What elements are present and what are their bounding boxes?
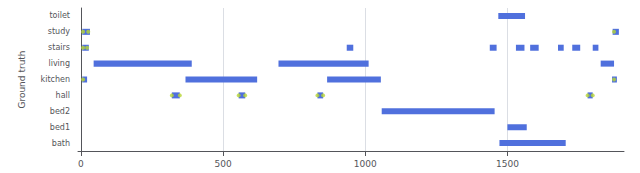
svg-text:bath: bath [52,139,70,148]
svg-text:bed2: bed2 [50,107,70,116]
svg-text:bed1: bed1 [50,123,70,132]
svg-text:1500: 1500 [496,159,519,169]
svg-text:living: living [48,59,70,68]
svg-text:hall: hall [56,91,70,100]
svg-text:stairs: stairs [48,43,70,52]
svg-text:Ground truth: Ground truth [17,50,27,108]
svg-text:1000: 1000 [354,159,377,169]
svg-text:toilet: toilet [49,11,70,20]
svg-text:500: 500 [214,159,231,169]
svg-text:0: 0 [78,159,84,169]
svg-text:kitchen: kitchen [41,75,70,84]
svg-text:study: study [48,27,70,36]
